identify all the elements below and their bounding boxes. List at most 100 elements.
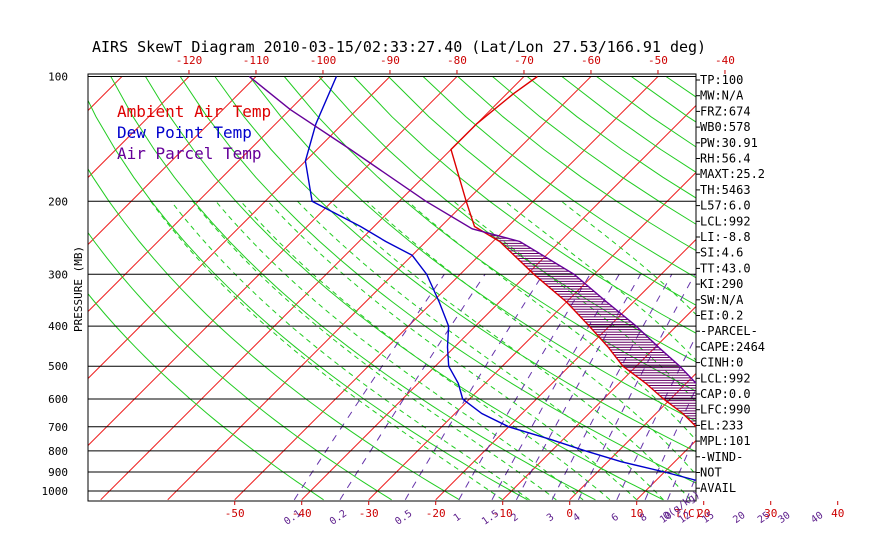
pressure-tick-label: 400 [48, 320, 68, 333]
index-value: CAPE:2464 [700, 340, 765, 354]
dry-adiabat [665, 76, 696, 98]
moist-adiabat [366, 200, 696, 476]
index-value: -WIND- [700, 450, 743, 464]
mixing-ratio-line [551, 274, 673, 501]
mixing-ratio-label: 4 [571, 512, 582, 524]
index-value: NOT [700, 466, 722, 480]
mixing-ratio-label: 20 [731, 510, 747, 526]
isotherm-line [0, 77, 55, 500]
index-value: TP:100 [700, 73, 743, 87]
index-value: L57:6.0 [700, 199, 751, 213]
dry-adiabat [88, 168, 460, 501]
index-value: KI:290 [700, 277, 743, 291]
moist-adiabat [297, 200, 664, 501]
top-temp-tick-label: -40 [715, 54, 735, 67]
pressure-tick-label: 100 [48, 71, 68, 84]
isotherm-line [838, 77, 870, 500]
pressure-tick-label: 700 [48, 421, 68, 434]
pressure-grid-lines: 100 200 300 400 500 600 700 800 900 1000 [42, 71, 697, 502]
mixing-ratio-line [577, 274, 696, 501]
chart-title: AIRS SkewT Diagram 2010-03-15/02:33:27.4… [92, 38, 706, 56]
parcel-temp-line [248, 75, 696, 385]
cape-hatch-area [490, 235, 696, 427]
dry-adiabat [110, 76, 596, 501]
top-temp-tick-label: -70 [514, 54, 534, 67]
y-axis-label: PRESSURE (MB) [72, 246, 85, 332]
index-value: SW:N/A [700, 293, 744, 307]
plot-frame [87, 73, 697, 502]
moist-adiabat-lines [150, 200, 696, 501]
top-temp-tick-label: -100 [310, 54, 337, 67]
dry-adiabat [422, 76, 696, 279]
bottom-temp-tick-label: 10 [630, 507, 643, 520]
isotherm-line [435, 238, 696, 501]
dry-adiabat [145, 76, 664, 501]
bottom-temp-tick-label: 40 [831, 507, 844, 520]
top-temp-tick-label: -90 [380, 54, 400, 67]
isotherm-line [569, 372, 696, 501]
isotherm-line [88, 76, 257, 246]
isotherm-line [88, 76, 458, 447]
pressure-tick-label: 900 [48, 466, 68, 479]
mixing-ratio-line [458, 274, 591, 501]
mixing-ratio-line [339, 274, 486, 501]
dry-adiabat [805, 77, 870, 500]
dry-adiabat [388, 76, 696, 306]
top-temp-tick-label: -50 [648, 54, 668, 67]
isotherm-line [88, 76, 190, 179]
bottom-temp-tick-label: -30 [359, 507, 379, 520]
mixing-ratio-label: 3 [545, 512, 556, 524]
index-value: FRZ:674 [700, 104, 751, 118]
index-value: SI:4.6 [700, 246, 743, 260]
isotherm-line [771, 77, 870, 500]
mixing-ratio-line [491, 274, 620, 501]
top-temp-tick-label: -110 [243, 54, 270, 67]
bottom-temp-tick-label: 30 [764, 507, 777, 520]
bottom-temp-tick-label: -10 [493, 507, 513, 520]
bottom-temp-tick-label: 0 [566, 507, 573, 520]
dry-adiabat [770, 77, 870, 500]
dry-adiabat [457, 76, 696, 252]
index-value: EL:233 [700, 418, 743, 432]
isotherm-line [368, 171, 696, 501]
index-value: TH:5463 [700, 183, 751, 197]
mixing-ratio-line [644, 387, 696, 500]
profile-series [248, 75, 696, 482]
index-value: AVAIL [700, 481, 736, 495]
dry-adiabat [179, 76, 696, 484]
dry-adiabat [526, 76, 696, 199]
dry-adiabat [214, 76, 696, 453]
dewpoint-line [304, 76, 696, 482]
moist-adiabat [453, 200, 696, 403]
bottom-temp-tick-label: -50 [225, 507, 245, 520]
dry-adiabat [318, 76, 696, 363]
moist-adiabat [170, 200, 530, 501]
mixing-ratio-line [616, 335, 696, 501]
index-value: EI:0.2 [700, 309, 743, 323]
isotherm-line [167, 76, 592, 501]
bottom-temp-tick-label: 20 [697, 507, 710, 520]
isotherm-line [88, 76, 324, 313]
bottom-temp-tick-label: -20 [426, 507, 446, 520]
mixing-ratio-line [293, 274, 445, 501]
pressure-tick-label: 300 [48, 268, 68, 281]
index-value: MW:N/A [700, 89, 744, 103]
index-value: CINH:0 [700, 356, 743, 370]
index-value: LFC:990 [700, 403, 751, 417]
top-temp-tick-label: -80 [447, 54, 467, 67]
moist-adiabat [504, 200, 696, 361]
pressure-tick-label: 500 [48, 360, 68, 373]
dry-adiabat [88, 231, 392, 501]
isotherm-line [301, 104, 696, 501]
mixing-ratio-line [741, 274, 836, 500]
index-value: LI:-8.8 [700, 230, 751, 244]
dry-adiabat [249, 76, 696, 422]
index-value: CAP:0.0 [700, 387, 751, 401]
pressure-tick-label: 1000 [42, 485, 69, 498]
mixing-ratio-label: 40 [809, 510, 825, 526]
legend-ambient: Ambient Air Temp [117, 102, 271, 121]
index-value: WB0:578 [700, 120, 751, 134]
moist-adiabat [192, 200, 557, 501]
index-value: MAXT:25.2 [700, 167, 765, 181]
